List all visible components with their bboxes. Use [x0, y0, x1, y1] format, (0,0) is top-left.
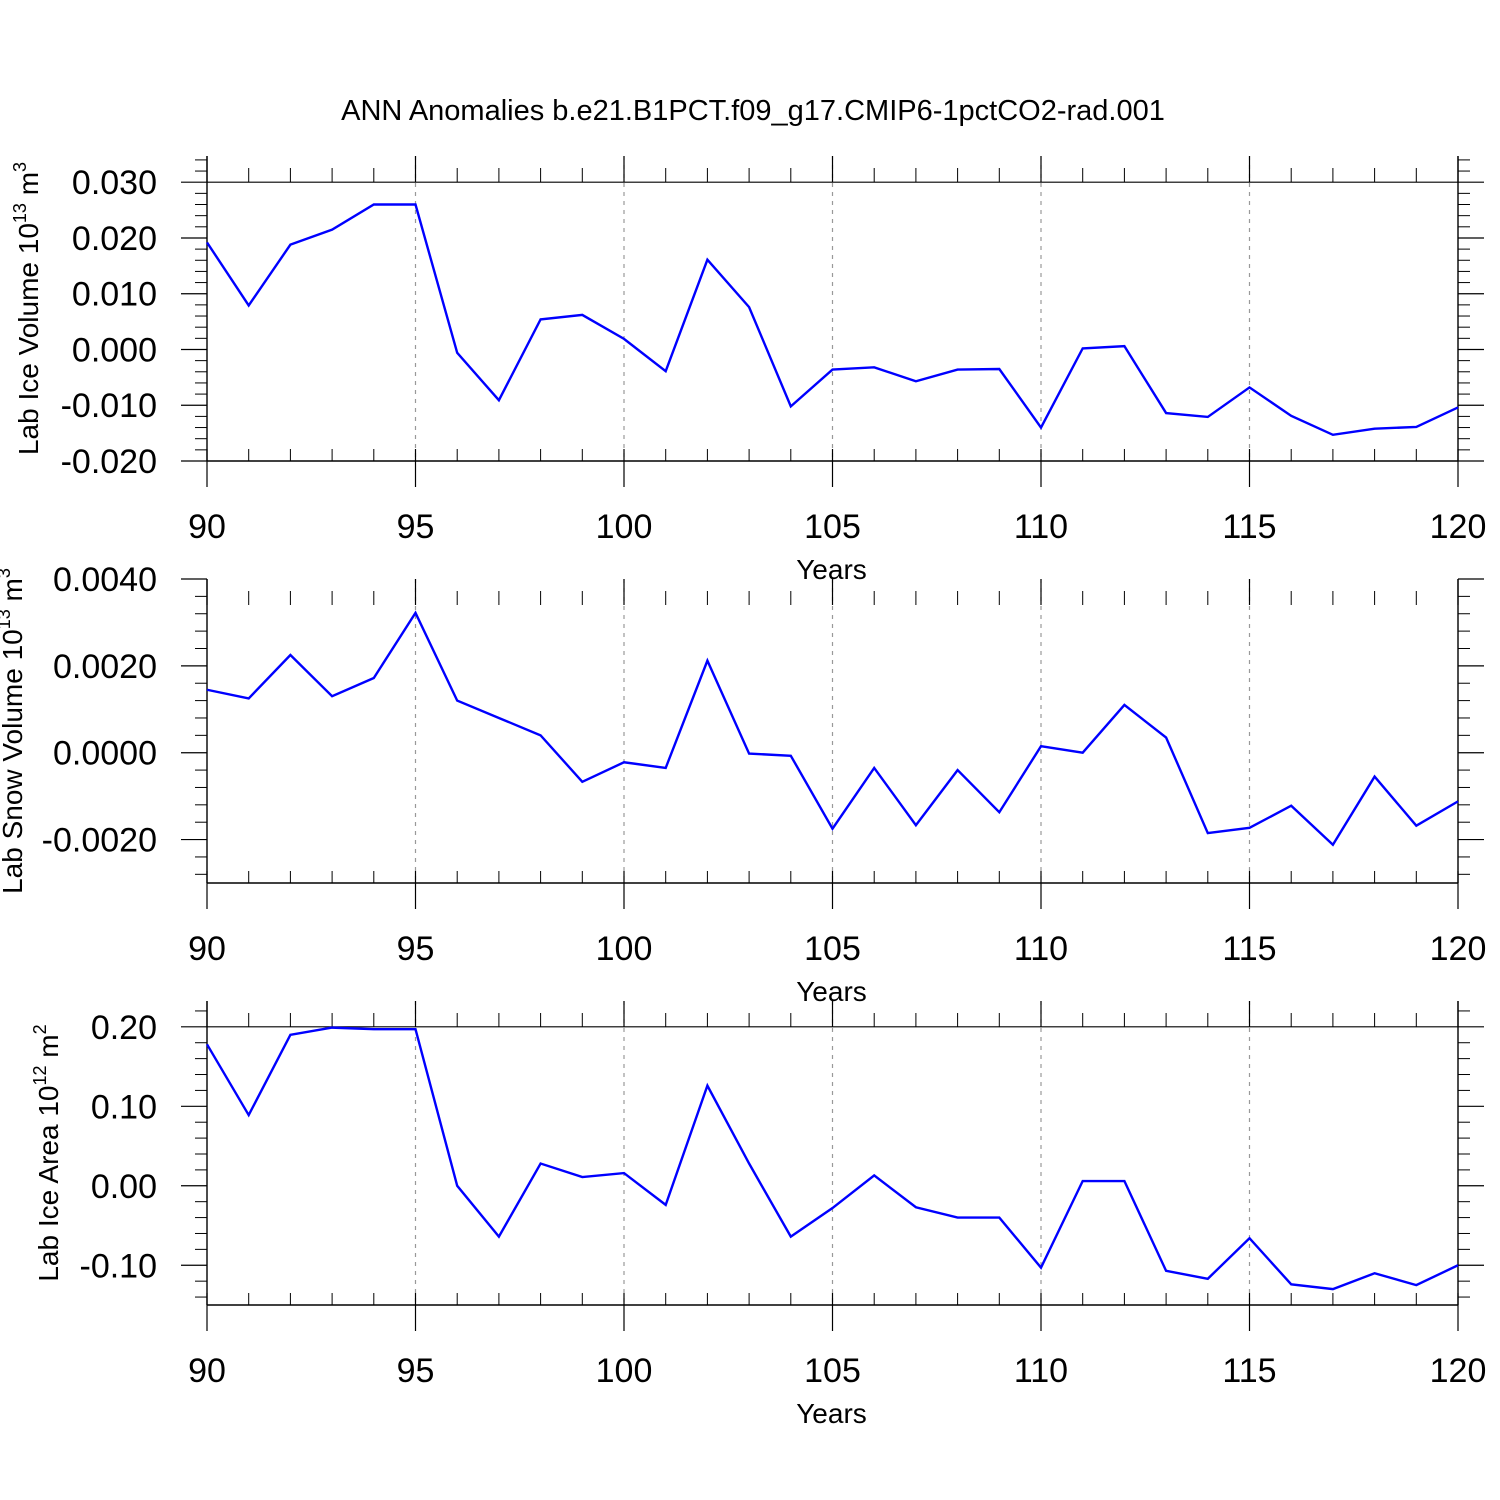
y-tick-label: 0.10 [91, 1088, 157, 1126]
y-tick-label: 0.0040 [53, 561, 157, 599]
y-tick-label: 0.20 [91, 1009, 157, 1047]
x-tick-label: 110 [1014, 1352, 1068, 1390]
y-tick-label: -0.0020 [42, 822, 157, 860]
x-tick-label: 100 [596, 1352, 653, 1390]
x-tick-label: 95 [397, 508, 435, 546]
x-tick-label: 100 [596, 930, 653, 968]
x-tick-label: 105 [804, 508, 861, 546]
y-tick-label: -0.10 [80, 1247, 158, 1285]
x-tick-label: 105 [804, 1352, 861, 1390]
panel-3: -0.10 0.00 0.10 0.20 90 95 100 105 110 115 120 Year… [30, 1001, 1486, 1429]
x-tick-label: 90 [188, 508, 226, 546]
y-tick-label: 0.0020 [53, 648, 157, 686]
x-axis-title: Years [796, 1398, 867, 1429]
x-tick-label: 110 [1014, 930, 1068, 968]
y-tick-label: -0.010 [61, 387, 157, 425]
x-tick-label: 95 [397, 1352, 435, 1390]
figure-title: ANN Anomalies b.e21.B1PCT.f09_g17.CMIP6-… [341, 95, 1165, 127]
panels: -0.020 -0.010 0.000 0.010 0.020 0.030 90 95 100 1… [0, 156, 1486, 1429]
x-axis-title: Years [796, 554, 867, 585]
x-tick-label: 115 [1222, 508, 1276, 546]
x-tick-label: 105 [804, 930, 861, 968]
x-tick-label: 120 [1430, 508, 1487, 546]
y-tick-label: 0.020 [72, 220, 157, 258]
x-tick-label: 110 [1014, 508, 1068, 546]
x-tick-label: 100 [596, 508, 653, 546]
y-axis-title: Lab Ice Volume 1013 m3 [10, 162, 44, 455]
panel-1: -0.020 -0.010 0.000 0.010 0.020 0.030 90 95 100 1… [10, 156, 1486, 585]
y-axis-title: Lab Snow Volume 1013 m3 [0, 568, 28, 894]
x-tick-label: 90 [188, 930, 226, 968]
x-tick-label: 115 [1222, 1352, 1276, 1390]
y-tick-label: 0.030 [72, 164, 157, 202]
x-axis-title: Years [796, 976, 867, 1007]
y-tick-label: 0.000 [72, 331, 157, 369]
y-tick-label: 0.00 [91, 1168, 157, 1206]
x-tick-label: 115 [1222, 930, 1276, 968]
x-tick-label: 95 [397, 930, 435, 968]
y-tick-label: 0.0000 [53, 735, 157, 773]
x-tick-label: 120 [1430, 930, 1487, 968]
y-axis-title: Lab Ice Area 1012 m2 [30, 1024, 64, 1281]
panel-2: -0.0020 0.0000 0.0020 0.0040 90 95 100 105 110 11… [0, 561, 1486, 1007]
y-tick-label: -0.020 [61, 443, 157, 481]
x-tick-label: 120 [1430, 1352, 1487, 1390]
y-tick-label: 0.010 [72, 276, 157, 314]
x-tick-label: 90 [188, 1352, 226, 1390]
